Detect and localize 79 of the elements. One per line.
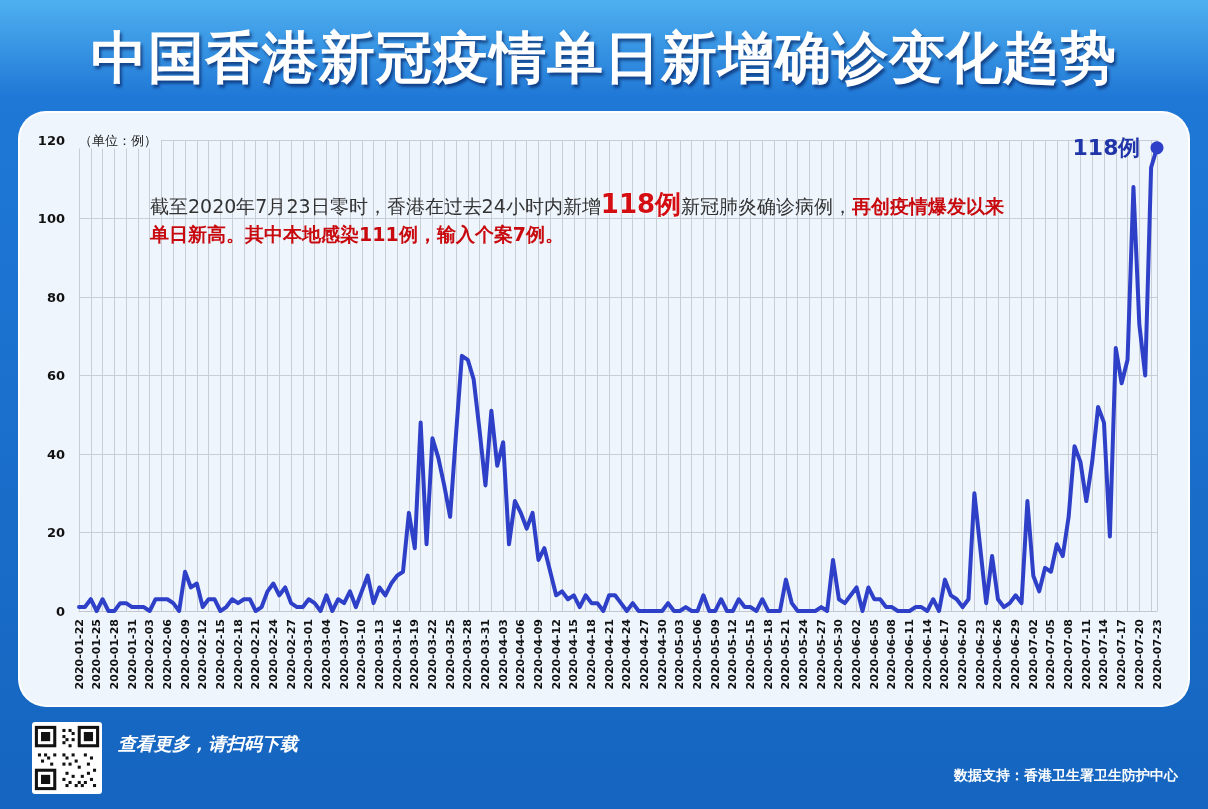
y-axis-title: （单位：例） (79, 132, 157, 148)
x-tick-label: 2020-03-04 (319, 618, 333, 690)
x-tick-label: 2020-03-10 (355, 618, 369, 690)
x-tick-label: 2020-05-21 (779, 619, 793, 690)
x-tick-label: 2020-03-16 (390, 618, 404, 690)
x-tick-label: 2020-02-24 (266, 618, 280, 690)
x-tick-label: 2020-04-15 (567, 619, 581, 690)
x-tick-label: 2020-02-18 (231, 619, 245, 690)
x-tick-label: 2020-05-30 (832, 618, 846, 690)
x-tick-label: 2020-03-25 (443, 619, 457, 690)
x-tick-label: 2020-06-20 (956, 618, 970, 690)
x-tick-label: 2020-07-11 (1079, 619, 1093, 690)
x-tick-label: 2020-04-12 (549, 619, 563, 690)
x-tick-label: 2020-04-03 (496, 619, 510, 690)
x-tick-label: 2020-07-17 (1115, 619, 1129, 690)
annotation: 再创疫情爆发以来 (852, 195, 1005, 217)
y-tick-label: 100 (37, 211, 65, 226)
x-tick-label: 2020-04-27 (638, 619, 652, 690)
x-tick-label: 2020-04-30 (655, 618, 669, 690)
x-tick-label: 2020-04-09 (531, 619, 545, 690)
x-tick-label: 2020-04-21 (602, 619, 616, 690)
x-tick-label: 2020-04-18 (584, 619, 598, 690)
annotation: 单日新高。其中本地感染111例，输入个案7例。 (150, 223, 564, 245)
x-tick-label: 2020-04-06 (514, 618, 528, 690)
y-tick-label: 120 (37, 132, 65, 148)
x-tick-label: 2020-03-31 (478, 619, 492, 690)
x-tick-label: 2020-02-21 (249, 619, 263, 690)
x-tick-label: 2020-07-23 (1150, 619, 1164, 690)
chart-title: 中国香港新冠疫情单日新增确诊变化趋势 (90, 24, 1118, 92)
annotation: 118例 (600, 189, 682, 219)
y-tick-label: 40 (46, 446, 65, 462)
y-tick-label: 20 (46, 525, 65, 540)
x-tick-label: 2020-02-15 (213, 619, 227, 690)
x-tick-label: 2020-03-28 (461, 619, 475, 690)
x-tick-label: 2020-02-09 (178, 619, 192, 690)
x-tick-label: 2020-05-15 (744, 619, 758, 690)
x-tick-label: 2020-02-06 (160, 618, 174, 690)
x-tick-label: 2020-05-18 (761, 619, 775, 690)
annotation: 新冠肺炎确诊病例， (681, 195, 853, 217)
x-tick-label: 2020-03-22 (425, 619, 439, 690)
x-tick-label: 2020-06-08 (885, 619, 899, 690)
data-label: 118例 (1072, 135, 1141, 161)
x-tick-label: 2020-06-14 (920, 618, 934, 690)
x-tick-label: 2020-03-01 (302, 619, 316, 690)
x-tick-label: 2020-06-02 (850, 619, 864, 690)
x-tick-label: 2020-07-02 (1026, 619, 1040, 690)
x-tick-label: 2020-04-24 (620, 618, 634, 690)
x-tick-label: 2020-07-20 (1132, 618, 1146, 690)
text: 数据支持：香港卫生署卫生防护中心 (954, 767, 1178, 785)
x-tick-label: 2020-06-17 (938, 619, 952, 690)
x-tick-label: 2020-03-19 (408, 619, 422, 690)
x-tick-label: 2020-01-22 (72, 619, 86, 690)
x-tick-label: 2020-07-05 (1044, 619, 1058, 690)
x-tick-label: 2020-02-03 (143, 619, 157, 690)
x-tick-label: 2020-06-11 (903, 619, 917, 690)
y-tick-label: 80 (46, 289, 65, 305)
x-tick-label: 2020-05-06 (691, 618, 705, 690)
x-tick-label: 2020-05-24 (797, 618, 811, 690)
y-tick-label: 60 (46, 368, 65, 383)
x-tick-label: 2020-05-27 (814, 619, 828, 690)
x-tick-label: 2020-01-28 (107, 619, 121, 690)
y-tick-label: 0 (55, 603, 65, 619)
x-tick-label: 2020-06-05 (867, 619, 881, 690)
x-tick-label: 2020-01-25 (90, 619, 104, 690)
x-tick-label: 2020-07-08 (1062, 619, 1076, 690)
x-tick-label: 2020-03-13 (372, 619, 386, 690)
x-tick-label: 2020-05-03 (673, 619, 687, 690)
x-tick-label: 2020-06-23 (973, 619, 987, 690)
x-tick-label: 2020-05-12 (726, 619, 740, 690)
x-tick-label: 2020-02-27 (284, 619, 298, 690)
text: 查看更多，请扫码下载 (118, 732, 298, 756)
x-tick-label: 2020-02-12 (196, 619, 210, 690)
x-tick-label: 2020-07-14 (1097, 618, 1111, 690)
x-tick-label: 2020-03-07 (337, 619, 351, 690)
x-tick-label: 2020-01-31 (125, 619, 139, 690)
x-tick-label: 2020-06-26 (991, 618, 1005, 690)
x-tick-label: 2020-05-09 (708, 619, 722, 690)
x-tick-label: 2020-06-29 (1009, 619, 1023, 690)
annotation: 截至2020年7月23日零时，香港在过去24小时内新增 (150, 195, 601, 217)
